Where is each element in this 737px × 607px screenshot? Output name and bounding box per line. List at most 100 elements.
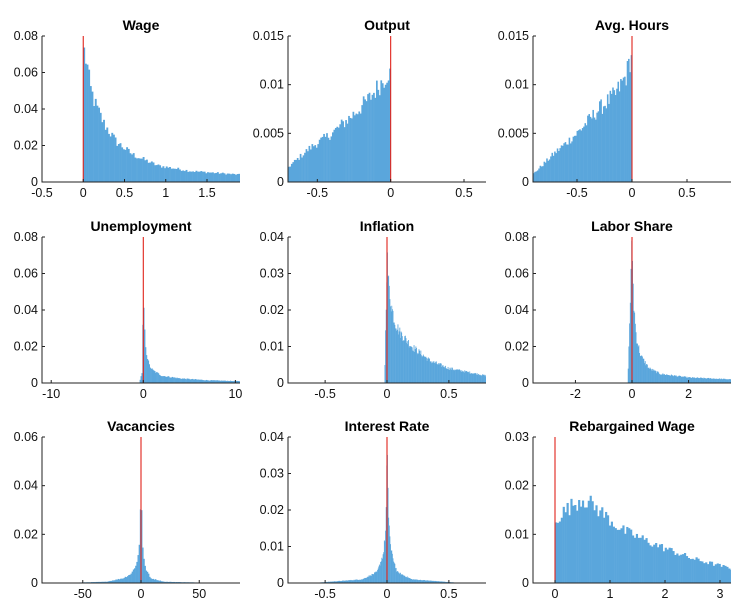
histogram-bar: [363, 578, 365, 583]
y-tick-label: 0.06: [14, 66, 38, 80]
histogram-bar: [114, 137, 117, 182]
histogram-bar: [724, 565, 727, 583]
histogram-bar: [423, 579, 425, 583]
histogram-bar: [585, 507, 588, 583]
histogram-bar: [401, 574, 403, 583]
histogram-bar: [150, 368, 152, 383]
histogram-bar: [476, 373, 478, 383]
histogram-bar: [460, 370, 462, 383]
histogram-bar: [151, 578, 153, 583]
histogram-bar: [364, 99, 366, 182]
histogram-bar: [329, 139, 331, 182]
histogram-bar: [334, 581, 336, 583]
histogram-bar: [171, 376, 174, 383]
histogram-bar: [100, 581, 102, 583]
histogram-bar: [205, 173, 208, 182]
histogram-bar: [301, 157, 303, 182]
histogram-bar: [419, 350, 421, 383]
histogram-bar: [373, 574, 375, 583]
histogram-bar: [179, 378, 181, 383]
histogram-bar: [187, 171, 190, 182]
histogram-bar: [722, 564, 725, 583]
histogram-bar: [414, 351, 416, 383]
histogram-bar: [403, 340, 405, 383]
histogram-bar: [467, 371, 469, 383]
histogram-bar: [346, 580, 348, 583]
histogram-bar: [616, 88, 618, 182]
histogram-bar: [84, 63, 87, 182]
histogram-bar: [154, 579, 157, 583]
histogram-bar: [453, 369, 455, 383]
histogram-bar: [390, 311, 392, 383]
y-tick-label: 0.04: [260, 430, 284, 444]
histogram-bar: [356, 579, 357, 583]
bars: [288, 68, 391, 182]
histogram-bar: [155, 165, 158, 182]
histogram-bar: [228, 381, 230, 383]
histogram-bar: [347, 580, 349, 583]
histogram-bar: [157, 372, 159, 383]
histogram-bar: [355, 113, 358, 182]
histogram-bar: [470, 373, 472, 383]
histogram-bar: [645, 538, 648, 583]
histogram-bar: [407, 577, 409, 583]
histogram-bar: [621, 80, 624, 182]
histogram-bar: [326, 581, 328, 583]
histogram-bar: [326, 581, 328, 583]
histogram-bar: [603, 517, 606, 583]
histogram-bar: [205, 379, 208, 383]
histogram-bar: [407, 344, 409, 383]
histogram-bar: [160, 167, 163, 182]
histogram-bar: [95, 581, 97, 583]
histogram-bar: [702, 378, 703, 383]
histogram-bar: [477, 375, 479, 383]
histogram-bar: [339, 581, 341, 583]
y-tick-label: 0.03: [505, 430, 529, 444]
histogram-bar: [104, 581, 107, 583]
histogram-bar: [673, 376, 674, 383]
histogram-bar: [96, 105, 99, 182]
histogram-bar: [610, 521, 613, 583]
histogram-bar: [397, 571, 399, 583]
histogram-bar: [680, 376, 682, 383]
histogram-bar: [428, 358, 430, 383]
histogram-bar: [221, 380, 223, 383]
histogram-bar: [144, 329, 146, 383]
histogram-bar: [476, 374, 477, 383]
histogram-bar: [595, 119, 597, 182]
histogram-bar: [641, 356, 643, 383]
histogram-bar: [613, 90, 616, 182]
histogram-bar: [697, 377, 699, 383]
histogram-bar: [220, 380, 222, 383]
histogram-bar: [146, 358, 149, 383]
histogram-bar: [137, 555, 139, 583]
x-tick-label: 0: [140, 387, 147, 401]
histogram-bar: [547, 160, 550, 182]
histogram-bar: [439, 363, 441, 383]
histogram-bar: [393, 322, 395, 383]
histogram-bar: [352, 111, 355, 182]
histogram-bar: [653, 370, 655, 383]
histogram-bar: [600, 99, 602, 182]
histogram-bar: [400, 574, 402, 583]
histogram-bar: [385, 330, 387, 383]
histogram-bar: [669, 375, 671, 383]
histogram-bar: [337, 581, 339, 583]
histogram-bar: [145, 570, 148, 583]
histogram-bar: [697, 377, 699, 383]
histogram-bar: [320, 137, 322, 182]
histogram-bar: [225, 380, 227, 383]
histogram-bar: [376, 80, 378, 182]
histogram-bar: [484, 375, 486, 383]
x-tick-label: 0: [384, 387, 391, 401]
histogram-bar: [404, 335, 406, 383]
x-tick-label: 0.5: [440, 587, 457, 601]
histogram-bar: [584, 123, 587, 182]
histogram-bar: [399, 327, 401, 383]
histogram-bar: [440, 363, 442, 383]
histogram-bar: [606, 94, 609, 182]
histogram-bar: [331, 581, 333, 583]
panel-title: Unemployment: [90, 218, 191, 234]
histogram-bar: [435, 580, 437, 583]
histogram-bar: [454, 370, 456, 383]
